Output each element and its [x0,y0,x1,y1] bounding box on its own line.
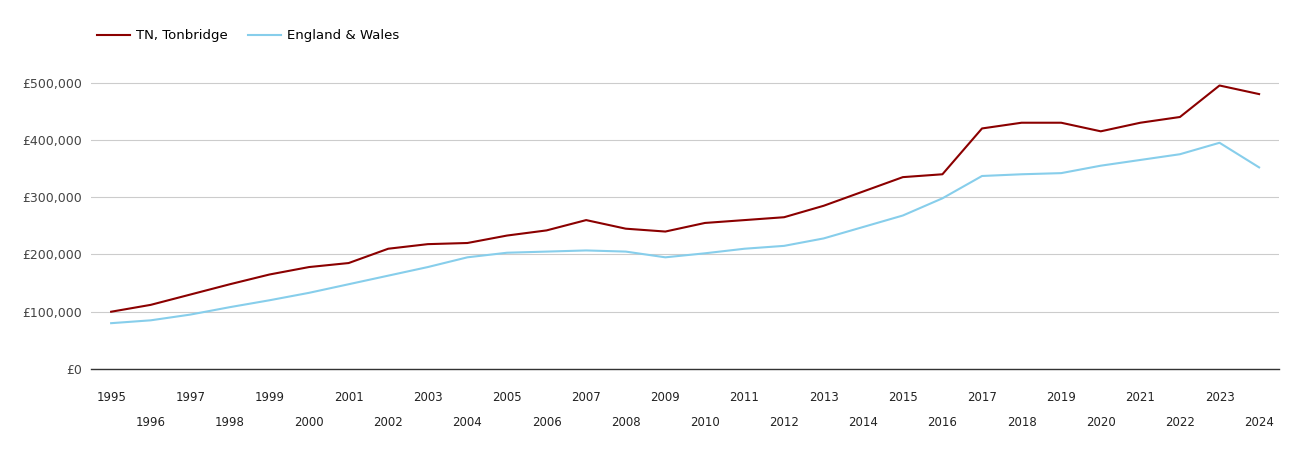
England & Wales [1094,163,1109,168]
Text: 2011: 2011 [729,391,760,404]
Text: 2024: 2024 [1244,416,1274,429]
England & Wales [500,250,515,256]
TN, Tonbridge [262,272,278,277]
Text: 1998: 1998 [215,416,245,429]
TN, Tonbridge [697,220,713,225]
Line: TN, Tonbridge: TN, Tonbridge [111,86,1259,312]
England & Wales [1212,140,1228,145]
England & Wales [459,255,475,260]
England & Wales [103,320,119,326]
England & Wales [934,196,950,201]
TN, Tonbridge [816,203,831,208]
TN, Tonbridge [934,171,950,177]
Text: 2002: 2002 [373,416,403,429]
Text: 1999: 1999 [254,391,284,404]
England & Wales [183,312,198,317]
Text: 1997: 1997 [175,391,205,404]
Text: 1996: 1996 [136,416,166,429]
Text: 2013: 2013 [809,391,839,404]
Text: 2016: 2016 [928,416,958,429]
Text: 2012: 2012 [769,416,799,429]
England & Wales [737,246,753,252]
Text: 2010: 2010 [690,416,720,429]
England & Wales [144,318,159,323]
England & Wales [578,248,594,253]
Text: 2015: 2015 [887,391,917,404]
TN, Tonbridge [895,175,911,180]
Text: 2003: 2003 [412,391,442,404]
TN, Tonbridge [619,226,634,231]
England & Wales [856,224,872,230]
England & Wales [697,251,713,256]
England & Wales [776,243,792,248]
TN, Tonbridge [1212,83,1228,88]
TN, Tonbridge [737,217,753,223]
Text: 2008: 2008 [611,416,641,429]
Text: 2017: 2017 [967,391,997,404]
Text: 2004: 2004 [453,416,483,429]
TN, Tonbridge [381,246,397,252]
Text: 2022: 2022 [1165,416,1195,429]
TN, Tonbridge [1053,120,1069,126]
TN, Tonbridge [103,309,119,315]
TN, Tonbridge [578,217,594,223]
TN, Tonbridge [776,215,792,220]
Line: England & Wales: England & Wales [111,143,1259,323]
TN, Tonbridge [500,233,515,238]
Text: 2018: 2018 [1006,416,1036,429]
TN, Tonbridge [1251,91,1267,97]
Text: 2023: 2023 [1205,391,1235,404]
TN, Tonbridge [222,282,238,287]
England & Wales [1133,157,1148,162]
England & Wales [381,273,397,279]
England & Wales [222,305,238,310]
TN, Tonbridge [1133,120,1148,126]
England & Wales [1172,152,1188,157]
England & Wales [1014,171,1030,177]
England & Wales [816,236,831,241]
Text: 2020: 2020 [1086,416,1116,429]
TN, Tonbridge [1094,129,1109,134]
England & Wales [262,297,278,303]
TN, Tonbridge [1014,120,1030,126]
TN, Tonbridge [539,228,555,233]
Text: 2007: 2007 [572,391,602,404]
Text: 2000: 2000 [294,416,324,429]
England & Wales [619,249,634,254]
England & Wales [539,249,555,254]
TN, Tonbridge [341,261,356,266]
England & Wales [658,255,673,260]
TN, Tonbridge [856,189,872,194]
Text: 2005: 2005 [492,391,522,404]
Text: 1995: 1995 [97,391,127,404]
TN, Tonbridge [658,229,673,234]
Text: 2001: 2001 [334,391,364,404]
England & Wales [301,290,317,296]
England & Wales [341,282,356,287]
England & Wales [1053,171,1069,176]
Text: 2019: 2019 [1047,391,1077,404]
TN, Tonbridge [1172,114,1188,120]
England & Wales [895,213,911,218]
England & Wales [420,264,436,270]
Text: 2009: 2009 [650,391,680,404]
Text: 2021: 2021 [1125,391,1155,404]
TN, Tonbridge [144,302,159,307]
Legend: TN, Tonbridge, England & Wales: TN, Tonbridge, England & Wales [91,24,405,48]
TN, Tonbridge [301,264,317,270]
TN, Tonbridge [459,240,475,246]
England & Wales [1251,165,1267,170]
TN, Tonbridge [975,126,990,131]
Text: 2014: 2014 [848,416,878,429]
Text: 2006: 2006 [531,416,561,429]
TN, Tonbridge [420,242,436,247]
England & Wales [975,173,990,179]
TN, Tonbridge [183,292,198,297]
